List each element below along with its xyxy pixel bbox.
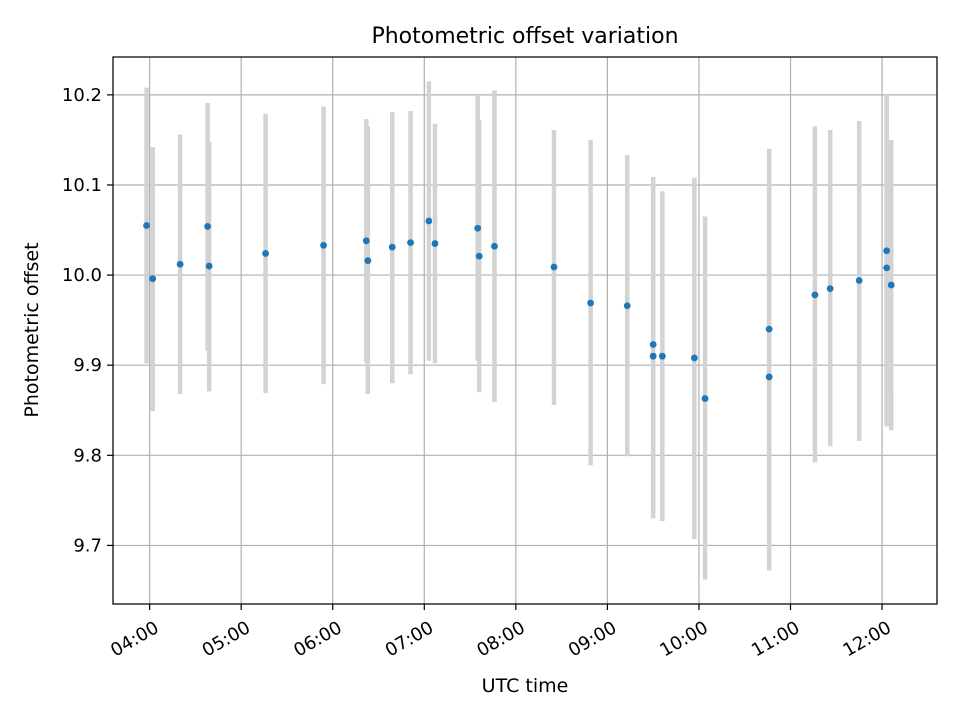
data-point	[364, 257, 372, 265]
plot-frame	[112, 56, 938, 605]
data-point	[205, 262, 213, 270]
data-point	[811, 291, 819, 299]
y-axis: 9.7 9.8 9.9 10.0 10.1 10.2	[62, 85, 113, 556]
data-point	[826, 285, 834, 292]
data-point	[649, 341, 657, 348]
data-point	[176, 260, 184, 268]
data-point	[204, 223, 212, 230]
data-points	[143, 217, 895, 402]
y-tick-label: 10.1	[62, 175, 102, 196]
data-point	[149, 275, 157, 283]
data-point	[887, 281, 895, 289]
grid	[113, 57, 937, 604]
data-point	[658, 352, 666, 360]
data-point	[765, 325, 773, 333]
y-tick-label: 10.0	[62, 265, 102, 286]
data-point	[690, 354, 698, 362]
data-point	[362, 237, 370, 245]
y-axis-label: Photometric offset	[21, 242, 43, 417]
data-point	[431, 240, 439, 247]
data-point	[855, 277, 863, 284]
data-point	[388, 243, 396, 251]
data-point	[701, 395, 709, 402]
data-point	[143, 222, 150, 229]
y-tick-label: 9.9	[73, 355, 102, 376]
y-tick-label: 9.7	[73, 535, 102, 556]
data-point	[649, 352, 657, 360]
data-point	[550, 263, 558, 271]
data-point	[883, 264, 891, 272]
data-point	[491, 242, 498, 250]
data-point	[475, 252, 483, 260]
chart-title: Photometric offset variation	[371, 24, 678, 49]
data-point	[407, 239, 414, 247]
y-tick-label: 9.8	[73, 445, 102, 466]
data-point	[474, 224, 482, 232]
data-point	[765, 373, 773, 381]
data-point	[587, 299, 595, 307]
data-point	[883, 247, 891, 255]
y-tick-label: 10.2	[62, 85, 102, 106]
data-point	[262, 250, 269, 257]
x-axis-label: UTC time	[482, 675, 569, 697]
data-point	[320, 241, 327, 249]
data-point	[425, 217, 433, 225]
data-point	[623, 302, 631, 310]
